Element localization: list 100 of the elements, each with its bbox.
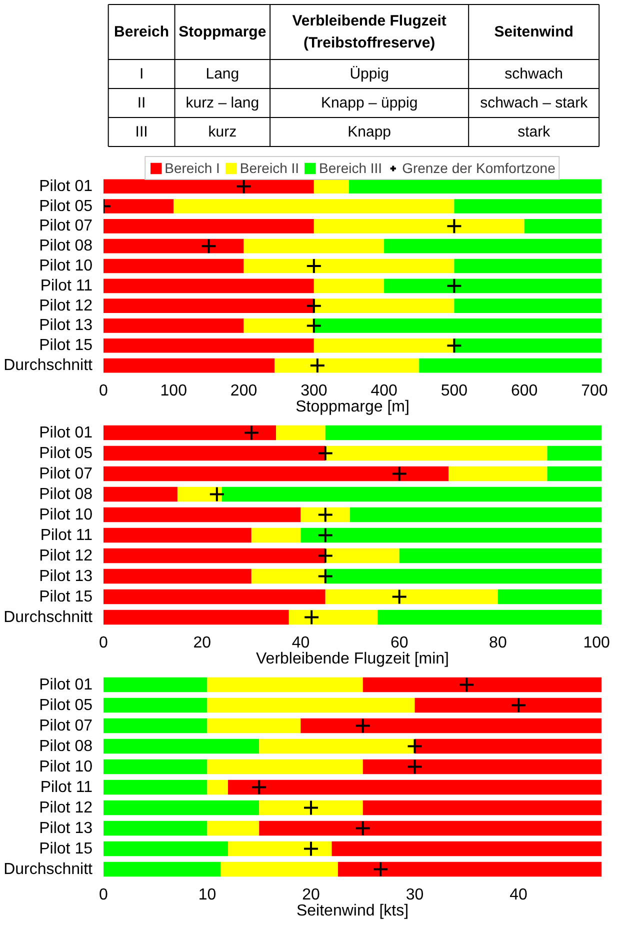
point (243, 424, 260, 441)
point (406, 738, 423, 754)
bar (314, 298, 454, 313)
point (446, 278, 462, 294)
y-tick-label: Pilot 15 (39, 588, 93, 606)
bar (207, 820, 260, 836)
bar (454, 258, 602, 274)
y-tick-label: Pilot 05 (39, 198, 93, 215)
bar (104, 738, 260, 754)
x-tick-label: 40 (292, 634, 310, 652)
legend-label: Bereich II (240, 160, 300, 176)
y-tick-label: Pilot 13 (39, 317, 93, 334)
category-label: Stoppmarge (178, 24, 266, 40)
bar (104, 780, 208, 795)
bar (207, 677, 363, 692)
bar (384, 278, 602, 294)
y-tick-label: Pilot 11 (40, 778, 93, 796)
point (306, 298, 322, 314)
bar (300, 718, 602, 734)
bar (300, 507, 350, 522)
bar (547, 466, 602, 482)
bar (362, 677, 602, 692)
legend-label: Grenze der Komfortzone (402, 160, 556, 176)
y-tick-label: Pilot 11 (40, 526, 93, 544)
bar (332, 841, 602, 856)
text: schwach – stark (480, 94, 588, 112)
y-tick-label: Pilot 08 (39, 738, 93, 755)
x-tick-label: 600 (510, 382, 538, 400)
bar (104, 698, 208, 713)
bar (104, 759, 208, 774)
x-tick-label: 700 (581, 382, 608, 400)
bar (378, 610, 602, 625)
y-tick-label: Pilot 11 (40, 277, 93, 294)
bar (454, 199, 602, 214)
x-tick-label: 0 (99, 382, 108, 400)
bar (244, 318, 314, 333)
x-axis-title: Verbleibende Flugzeit [min] (256, 650, 449, 668)
x-tick-label: 30 (406, 886, 424, 904)
x-tick-label: 100 (583, 634, 610, 652)
bar (251, 528, 301, 543)
point (510, 697, 526, 714)
bar (104, 528, 252, 543)
text: I (139, 66, 144, 82)
bar (399, 548, 602, 564)
bar (104, 800, 260, 816)
bar (177, 486, 222, 502)
point (458, 676, 475, 693)
x-tick-label: 20 (302, 886, 320, 904)
y-tick-label: Pilot 07 (39, 717, 93, 734)
x-tick-label: 300 (300, 382, 328, 400)
point (251, 779, 268, 796)
bar (325, 548, 400, 564)
bar (104, 298, 314, 313)
bar (207, 718, 301, 734)
bar (207, 780, 228, 795)
point (391, 466, 408, 482)
bar (314, 278, 384, 294)
point (303, 800, 319, 816)
text: Knapp – üppig (320, 94, 418, 112)
bar (547, 446, 602, 461)
x-tick-label: 0 (99, 634, 108, 652)
text: II (137, 94, 146, 112)
text: kurz (208, 124, 237, 140)
legend-label: Bereich III (319, 160, 382, 176)
bar (259, 820, 602, 836)
bar (288, 610, 378, 625)
bar (524, 219, 602, 234)
bar (222, 486, 602, 502)
category-label: Bereich (114, 24, 170, 40)
y-tick-label: Pilot 15 (39, 337, 93, 354)
bar (104, 486, 178, 502)
bar (104, 258, 244, 274)
x-axis-title: Stoppmarge [m] (296, 398, 410, 416)
bar (104, 219, 314, 234)
bar (104, 677, 208, 692)
point (208, 486, 225, 502)
text: Üppig (350, 66, 389, 82)
point (304, 609, 320, 626)
y-tick-label: Pilot 07 (39, 465, 93, 482)
x-tick-label: 100 (160, 382, 188, 400)
bar (314, 318, 602, 333)
bar (454, 338, 602, 353)
point (446, 218, 462, 234)
legend-label: Bereich I (164, 160, 220, 176)
text: stark (518, 124, 551, 140)
bar (325, 568, 602, 584)
y-tick-label: Pilot 07 (39, 218, 93, 235)
bar (414, 698, 602, 713)
y-tick-label: Pilot 10 (39, 257, 93, 274)
point (354, 718, 371, 734)
bar (314, 219, 524, 234)
x-tick-label: 400 (370, 382, 398, 400)
bar (104, 238, 244, 254)
point (317, 527, 334, 544)
bar (300, 528, 602, 543)
bar (325, 589, 498, 604)
bar (325, 446, 548, 461)
bar (350, 507, 602, 522)
y-tick-label: Pilot 12 (39, 799, 93, 816)
point (303, 840, 319, 857)
